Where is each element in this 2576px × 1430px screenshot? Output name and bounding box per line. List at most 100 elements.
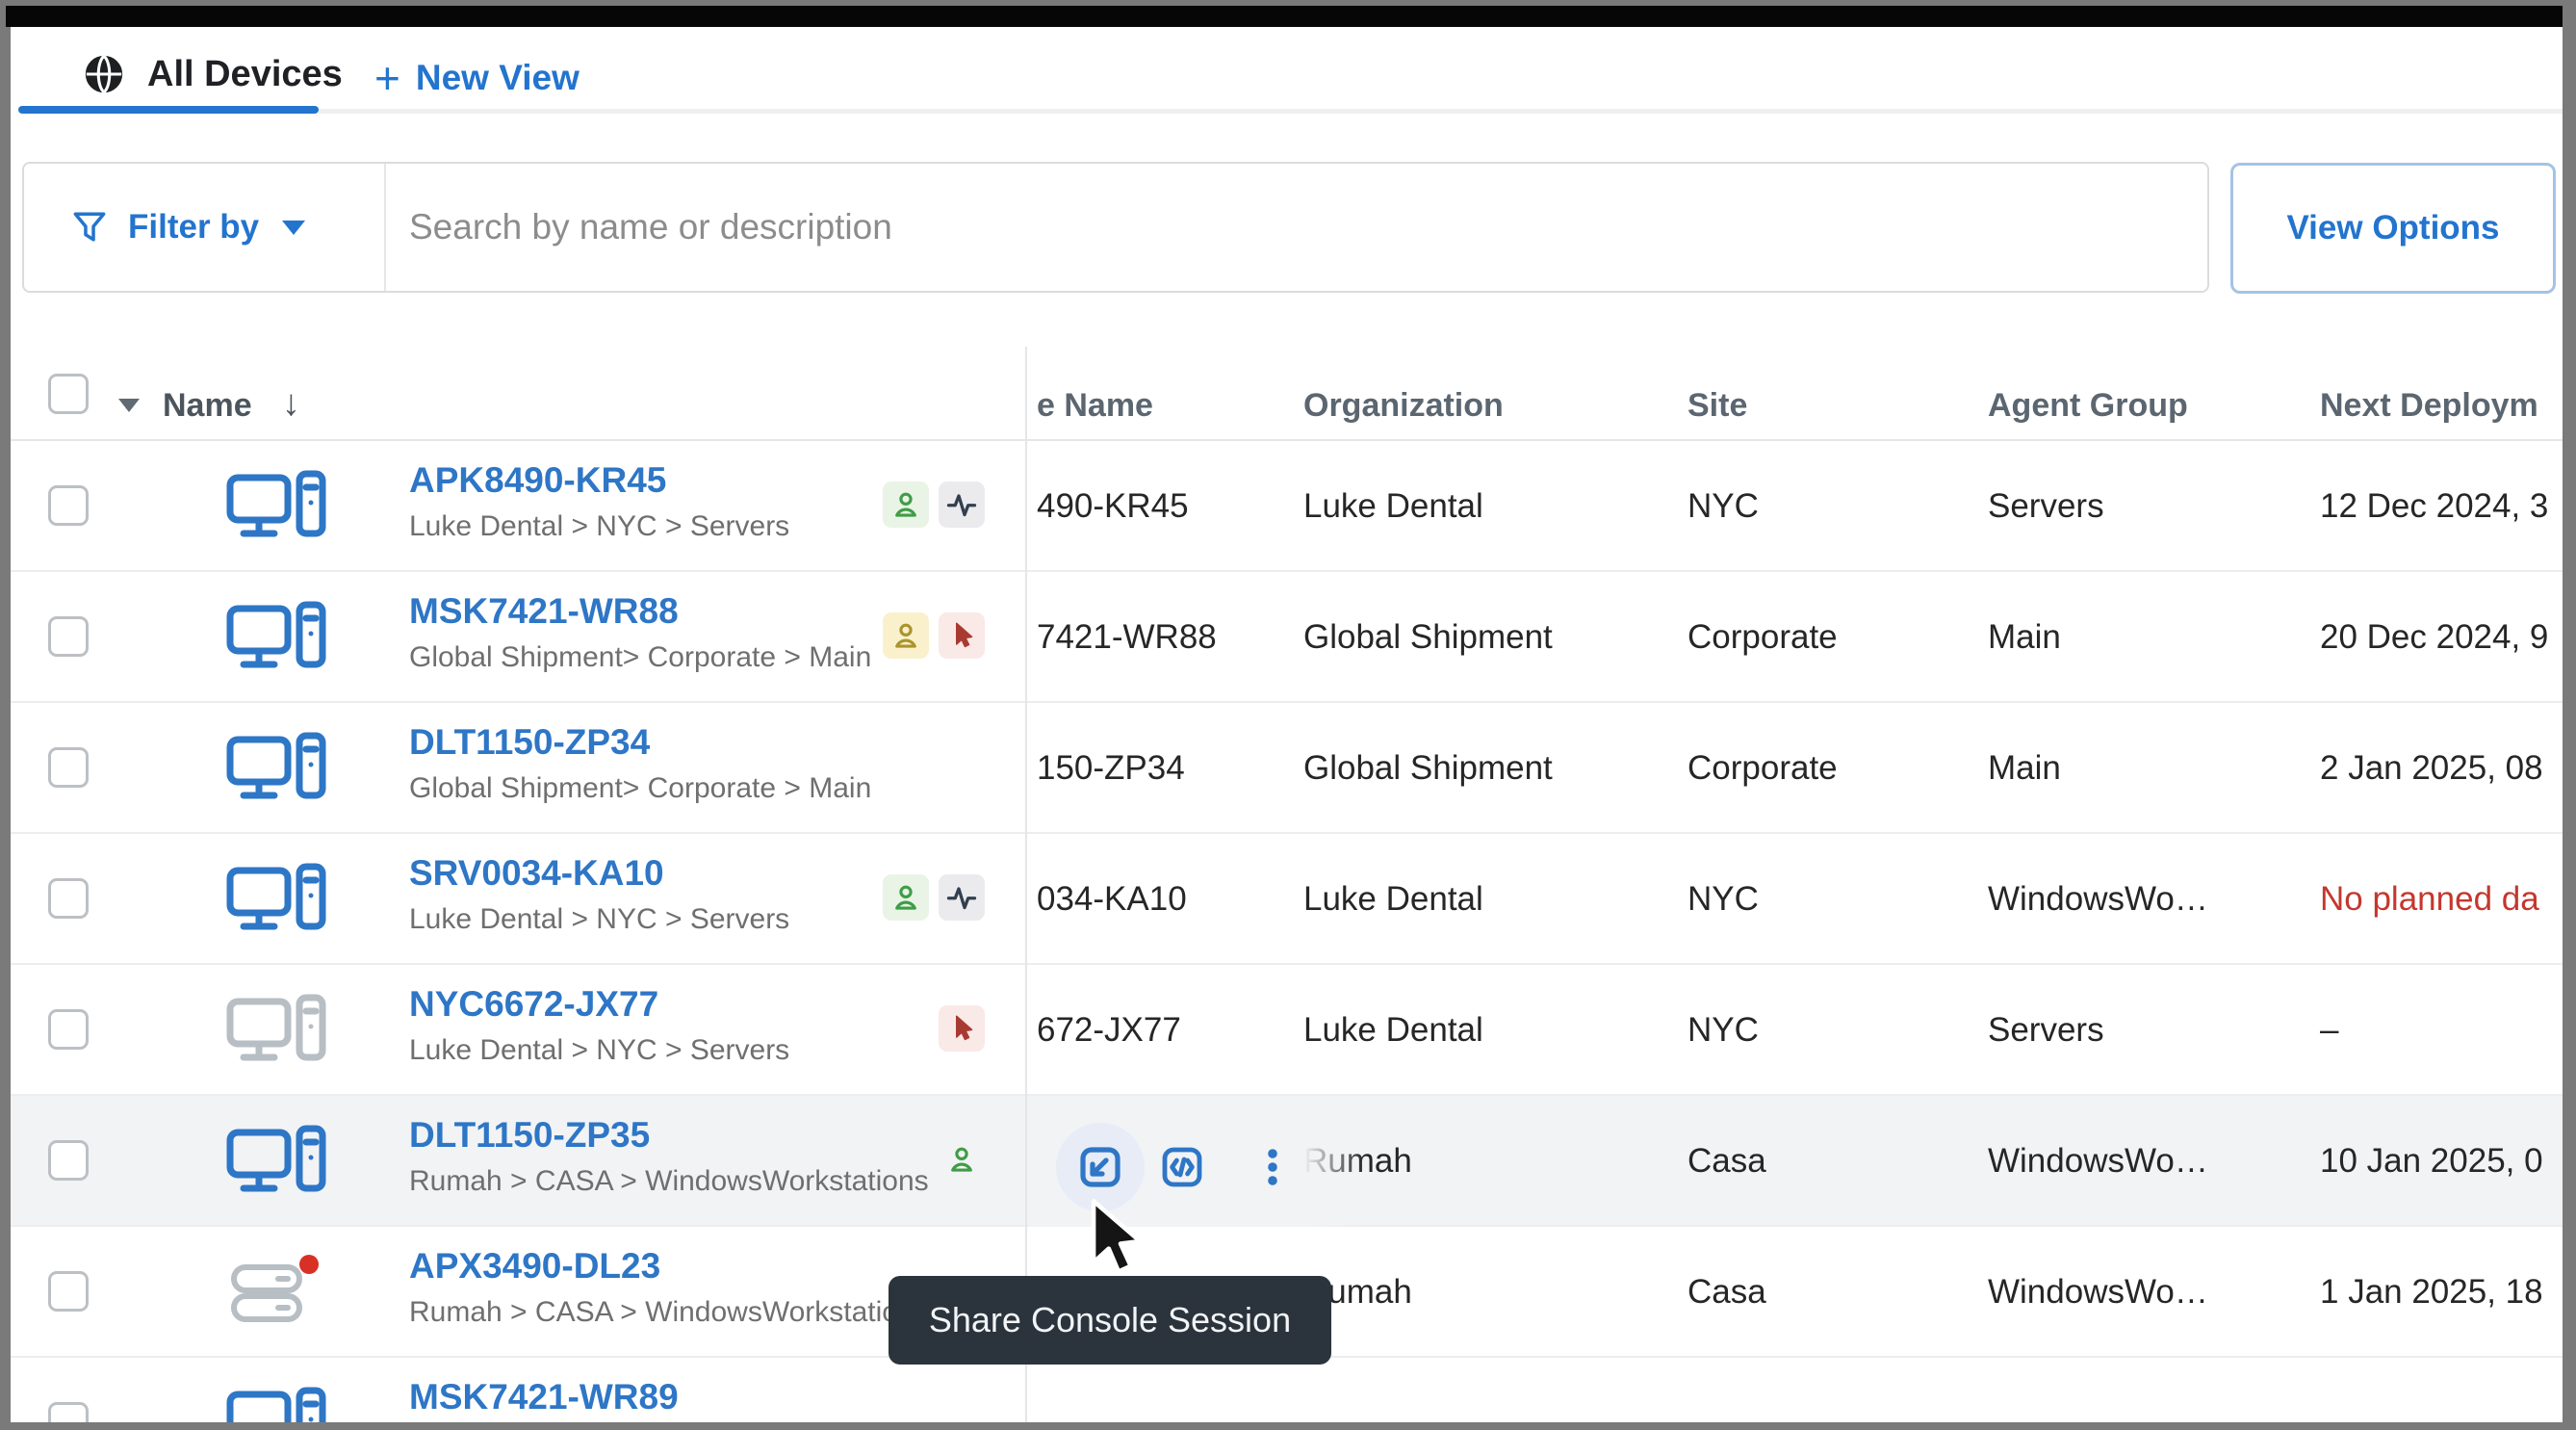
cursor-red-icon [939, 1005, 985, 1052]
device-name-link[interactable]: APK8490-KR45 [409, 460, 667, 500]
device-name-link[interactable]: MSK7421-WR89 [409, 1377, 679, 1417]
desktop-computer-icon [224, 466, 330, 545]
cell-site: NYC [1687, 487, 1759, 525]
cell-site: Casa [1687, 1142, 1766, 1180]
table-row[interactable]: SRV0034-KA10 Luke Dental > NYC > Servers… [11, 834, 2563, 965]
desktop-computer-icon [224, 859, 330, 938]
new-view-label: New View [415, 58, 580, 97]
device-path: Luke Dental > NYC > Servers [409, 903, 790, 935]
cell-organization: Global Shipment [1303, 749, 1553, 787]
cell-next-deployment: – [2320, 1011, 2339, 1049]
table-row[interactable]: NYC6672-JX77 Luke Dental > NYC > Servers… [11, 965, 2563, 1096]
device-name-link[interactable]: DLT1150-ZP35 [409, 1115, 651, 1155]
device-name-link[interactable]: APX3490-DL23 [409, 1246, 661, 1286]
desktop-computer-icon [224, 1383, 330, 1422]
device-name-link[interactable]: DLT1150-ZP34 [409, 722, 651, 762]
desktop-computer-offline-icon [224, 990, 330, 1069]
tooltip-text: Share Console Session [928, 1300, 1292, 1339]
device-path: Luke Dental > NYC > Servers [409, 510, 790, 542]
user-green-icon [883, 874, 929, 921]
filter-funnel-icon [68, 206, 111, 248]
chevron-down-icon [282, 220, 306, 235]
row-checkbox[interactable] [48, 1140, 89, 1181]
table-row[interactable]: MSK7421-WR89 [11, 1358, 2563, 1422]
activity-pulse-icon [939, 874, 985, 921]
cell-agent-group: WindowsWo… [1988, 1142, 2208, 1180]
table-row[interactable]: APK8490-KR45 Luke Dental > NYC > Servers… [11, 441, 2563, 572]
activity-pulse-icon [939, 481, 985, 528]
cell-next-deployment: 12 Dec 2024, 3 [2320, 487, 2549, 525]
cell-site: Corporate [1687, 618, 1838, 656]
share-console-session-button[interactable] [1073, 1140, 1127, 1194]
cell-organization: Luke Dental [1303, 487, 1483, 525]
table-header: Name ↓ e Name Organization Site Agent Gr… [11, 347, 2563, 441]
user-yellow-icon [883, 612, 929, 659]
cell-organization: Luke Dental [1303, 1011, 1483, 1049]
frozen-pane-divider [1025, 347, 1027, 1422]
select-menu-caret-icon[interactable] [118, 399, 140, 412]
cell-agent-group: WindowsWo… [1988, 1273, 2208, 1311]
cell-site: Corporate [1687, 749, 1838, 787]
tab-baseline [319, 109, 2563, 114]
device-path: Global Shipment> Corporate > Main [409, 641, 872, 673]
cell-agent-group: Servers [1988, 1011, 2104, 1049]
device-path: Luke Dental > NYC > Servers [409, 1034, 790, 1066]
row-checkbox[interactable] [48, 878, 89, 919]
row-checkbox[interactable] [48, 747, 89, 788]
server-stack-alert-icon [224, 1252, 330, 1331]
new-view-button[interactable]: + New View [374, 52, 580, 104]
select-all-checkbox[interactable] [48, 374, 89, 414]
status-badges [829, 1005, 985, 1052]
cell-device-name: 034-KA10 [1037, 880, 1187, 918]
cell-device-name: 490-KR45 [1037, 487, 1189, 525]
cell-next-deployment: No planned da [2320, 880, 2539, 918]
row-quick-actions [1029, 1096, 1364, 1227]
table-row[interactable]: DLT1150-ZP34 Global Shipment> Corporate … [11, 703, 2563, 834]
status-badges [829, 481, 985, 528]
cell-agent-group: WindowsWo… [1988, 880, 2208, 918]
cell-agent-group: Main [1988, 618, 2061, 656]
row-checkbox[interactable] [48, 1271, 89, 1312]
row-checkbox[interactable] [48, 1009, 89, 1050]
view-options-button[interactable]: View Options [2230, 163, 2556, 294]
device-name-link[interactable]: SRV0034-KA10 [409, 853, 664, 893]
column-header-agent-group[interactable]: Agent Group [1988, 387, 2188, 424]
more-actions-button[interactable] [1249, 1144, 1296, 1190]
column-header-device-name[interactable]: e Name [1037, 387, 1153, 424]
cell-next-deployment: 2 Jan 2025, 08 [2320, 749, 2543, 787]
user-green-icon [883, 481, 929, 528]
desktop-computer-icon [224, 597, 330, 676]
tab-all-devices[interactable]: All Devices [147, 54, 343, 94]
device-name-link[interactable]: MSK7421-WR88 [409, 591, 679, 631]
status-badges [829, 1136, 985, 1183]
remote-tools-button[interactable] [1155, 1140, 1209, 1194]
column-header-organization[interactable]: Organization [1303, 387, 1504, 424]
search-input[interactable] [409, 166, 2180, 289]
status-badges [829, 874, 985, 921]
filter-by-label: Filter by [128, 208, 260, 246]
cell-device-name: 7421-WR88 [1037, 618, 1217, 656]
cell-site: NYC [1687, 880, 1759, 918]
column-header-next-deployment[interactable]: Next Deploym [2320, 387, 2538, 424]
cursor-red-icon [939, 612, 985, 659]
device-name-link[interactable]: NYC6672-JX77 [409, 984, 659, 1024]
cell-next-deployment: 10 Jan 2025, 0 [2320, 1142, 2543, 1180]
column-header-name[interactable]: Name [163, 387, 252, 424]
filter-by-dropdown[interactable]: Filter by [24, 164, 386, 291]
row-checkbox[interactable] [48, 616, 89, 657]
user-green-icon [939, 1136, 985, 1183]
cell-organization: Luke Dental [1303, 880, 1483, 918]
tooltip: Share Console Session [889, 1276, 1331, 1365]
cell-device-name: 672-JX77 [1037, 1011, 1181, 1049]
sort-descending-icon[interactable]: ↓ [282, 383, 300, 424]
table-row[interactable]: MSK7421-WR88 Global Shipment> Corporate … [11, 572, 2563, 703]
app-screen: All Devices + New View Filter by View Op… [11, 27, 2563, 1422]
active-tab-underline [18, 106, 319, 114]
row-checkbox[interactable] [48, 1402, 89, 1422]
device-path: Global Shipment> Corporate > Main [409, 772, 872, 804]
cell-agent-group: Servers [1988, 487, 2104, 525]
cell-site: Casa [1687, 1273, 1766, 1311]
row-checkbox[interactable] [48, 485, 89, 526]
column-header-site[interactable]: Site [1687, 387, 1748, 424]
cell-next-deployment: 1 Jan 2025, 18 [2320, 1273, 2543, 1311]
